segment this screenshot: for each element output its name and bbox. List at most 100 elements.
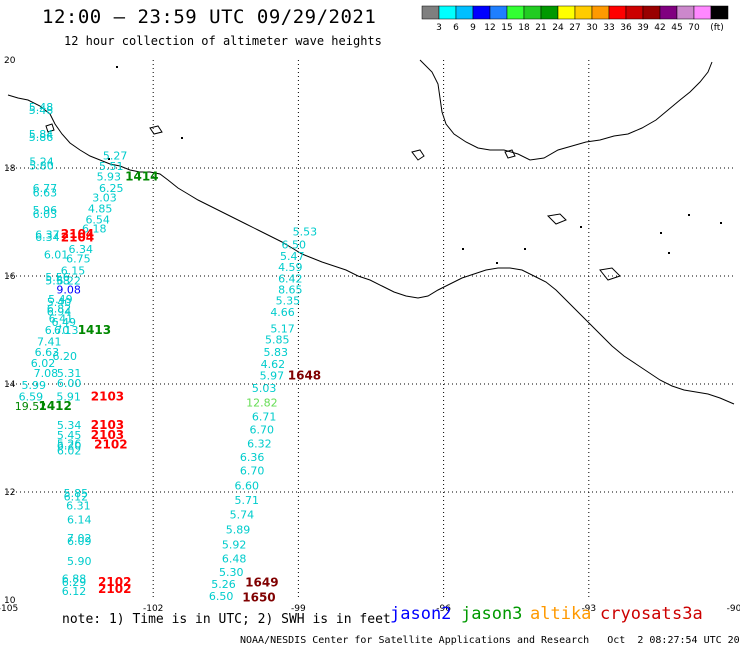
colorbar-swatch <box>676 5 695 20</box>
mexico-pacific-coastline <box>7 94 735 405</box>
colorbar-label: 24 <box>552 23 564 33</box>
colorbar-swatch <box>506 5 525 20</box>
wave-height-label: 6.77 <box>33 182 58 195</box>
wave-height-label: 6.03 <box>33 208 58 221</box>
wave-height-label: 6.12 <box>62 585 87 598</box>
colorbar-label: 33 <box>603 23 614 33</box>
island-2 <box>546 213 567 225</box>
wave-height-label: 12.82 <box>246 396 277 409</box>
colorbar-label: 6 <box>453 23 459 33</box>
wave-height-label: 6.70 <box>250 423 274 436</box>
colorbar-swatch <box>625 5 644 20</box>
coastline <box>7 59 735 405</box>
colorbar-swatch <box>591 5 610 20</box>
wave-height-label: 5.40 <box>47 296 72 309</box>
wave-height-label: 3.03 <box>92 192 117 205</box>
pass-time-label: 2104 <box>61 227 94 241</box>
colorbar-swatch <box>540 5 559 20</box>
wave-height-label: 6.42 <box>278 273 303 286</box>
longitude-label: -90 <box>727 604 740 614</box>
wave-height-label: 5.80 <box>29 159 53 172</box>
pass-time-label: 2103 <box>91 418 124 432</box>
wave-height-label: 6.82 <box>47 302 72 315</box>
wave-height-label: 6.59 <box>19 390 44 403</box>
island-3 <box>599 267 621 281</box>
wave-height-label: 5.30 <box>219 566 244 579</box>
latitude-label: 18 <box>4 164 16 174</box>
wave-height-label: 6.20 <box>57 440 82 453</box>
island-4 <box>45 123 55 133</box>
longitude-label: -99 <box>291 604 306 614</box>
wave-height-label: 6.22 <box>56 274 81 287</box>
wave-height-label: 6.50 <box>281 239 306 252</box>
wave-height-label: 6.54 <box>85 213 110 226</box>
latitude-label: 20 <box>4 56 16 66</box>
wave-height-label: 5.34 <box>57 419 82 432</box>
wave-height-label: 6.31 <box>66 500 91 513</box>
wave-height-label: 6.32 <box>247 437 272 450</box>
longitude-label: -93 <box>581 604 596 614</box>
wave-height-label: 6.88 <box>62 572 87 585</box>
colorbar-swatch <box>472 5 491 20</box>
legend-s3a: s3a <box>672 604 703 624</box>
wave-height-label: 6.14 <box>67 514 92 527</box>
colorbar-label: 70 <box>688 23 700 33</box>
legend-cryosat: cryosat <box>600 604 672 624</box>
wave-height-label: 5.90 <box>67 555 92 568</box>
colorbar-label: 15 <box>501 23 512 33</box>
longitude-label: -102 <box>143 604 163 614</box>
wave-height-label: 5.35 <box>276 294 301 307</box>
colorbar-swatch <box>642 5 661 20</box>
colorbar-label: 30 <box>586 23 598 33</box>
wave-height-label: 6.71 <box>252 410 277 423</box>
colorbar-swatch <box>421 5 440 20</box>
wave-height-label: 4.66 <box>270 306 295 319</box>
colorbar-swatch <box>455 5 474 20</box>
colorbar-label: 3 <box>436 23 442 33</box>
wave-height-label: 4.62 <box>261 358 286 371</box>
colorbar-swatch <box>523 5 542 20</box>
pass-time-label: 1649 <box>245 576 278 590</box>
wave-height-label: 5.53 <box>293 226 318 239</box>
wave-height-label: 6.75 <box>66 253 91 266</box>
pass-time-label: 2102 <box>98 575 131 589</box>
wave-height-label: 5.86 <box>29 131 54 144</box>
wave-height-label: 5.26 <box>57 437 82 450</box>
wave-height-label: 6.00 <box>57 377 82 390</box>
pass-time-label: 1650 <box>242 590 275 604</box>
colorbar-label: 42 <box>654 23 665 33</box>
wave-height-label: 5.83 <box>264 346 289 359</box>
wave-height-label: 5.31 <box>57 367 82 380</box>
pass-time-label: 1413 <box>78 323 111 337</box>
colorbar-label: 45 <box>671 23 682 33</box>
pass-time-label: 2102 <box>94 437 127 451</box>
wave-height-label: 6.15 <box>61 265 85 278</box>
wave-height-label: 5.47 <box>280 250 305 263</box>
wave-height-label: 6.12 <box>64 490 89 503</box>
pass-time-label: 2103 <box>91 428 124 442</box>
wave-height-label: 4.59 <box>278 261 303 274</box>
colorbar-swatch <box>608 5 627 20</box>
wave-height-label: 6.20 <box>53 350 78 363</box>
latitude-label: 12 <box>4 488 15 498</box>
colorbar-label: 27 <box>569 23 580 33</box>
wave-height-label: 5.91 <box>56 390 81 403</box>
map-title: 12:00 – 23:59 UTC 09/29/2021 <box>42 6 377 28</box>
wave-height-label: 6.13 <box>54 324 78 337</box>
colorbar-swatch <box>659 5 678 20</box>
wave-height-label: 9.08 <box>56 284 81 297</box>
island-1 <box>411 149 425 161</box>
wave-height-label: 5.93 <box>97 171 122 184</box>
wave-height-label: 6.49 <box>52 316 76 329</box>
latitude-label: 10 <box>4 596 16 606</box>
colorbar-label: 39 <box>637 23 649 33</box>
legend-jason2: jason2 <box>390 604 452 624</box>
pass-time-label: 1648 <box>288 368 321 382</box>
wave-height-label: 7.02 <box>67 532 92 545</box>
colorbar-swatch <box>438 5 457 20</box>
coastal-specks <box>108 66 722 264</box>
pass-time-label: 2103 <box>91 389 124 403</box>
wave-height-label: 6.36 <box>240 451 265 464</box>
colorbar-unit: (ft) <box>710 23 724 33</box>
pass-time-label: 1414 <box>125 170 158 184</box>
